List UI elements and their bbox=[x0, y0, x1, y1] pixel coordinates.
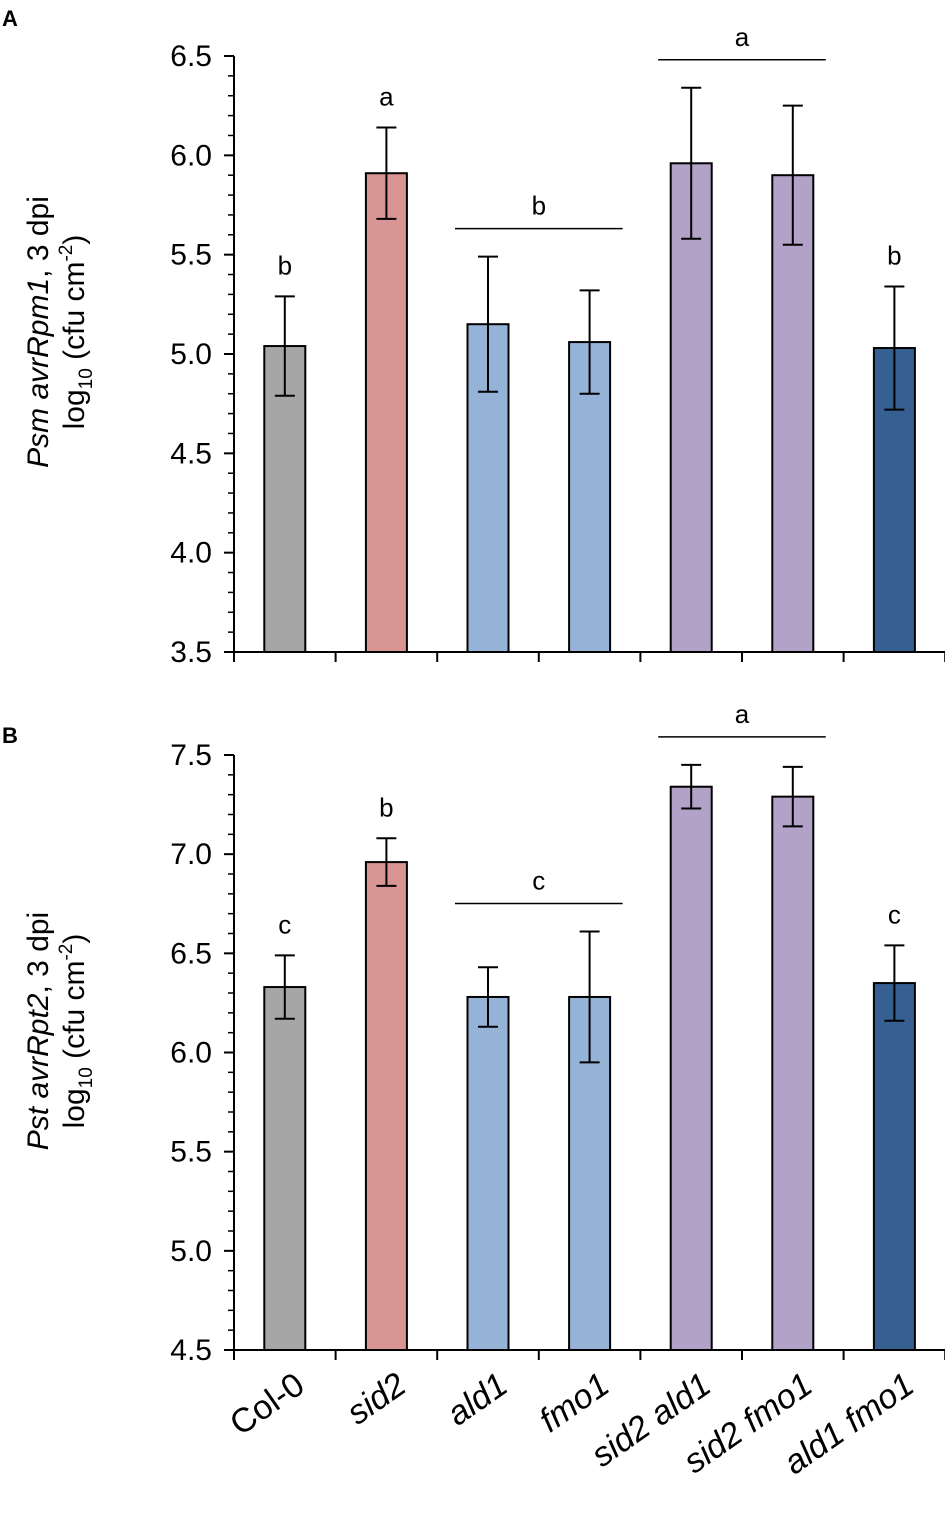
bar-b-1 bbox=[263, 986, 307, 1351]
error-bar-a-6 bbox=[782, 104, 803, 246]
bar-a-5 bbox=[669, 162, 713, 653]
y-axis-title-a-italic: Psm avrRpm1 bbox=[22, 278, 55, 468]
category-label-1: Col-0 bbox=[223, 1365, 311, 1443]
error-bar-a-4 bbox=[579, 289, 600, 395]
y-tick-label: 7.5 bbox=[170, 739, 212, 772]
category-label-4: fmo1 bbox=[532, 1365, 616, 1439]
y-tick-label: 4.5 bbox=[170, 1334, 212, 1367]
bar-b-7 bbox=[872, 982, 916, 1351]
y-axis-title-b-plain: , 3 dpi bbox=[22, 912, 55, 994]
significance-label-a-2: a bbox=[379, 82, 394, 112]
panel-b: B Pst avrRpt2, 3 dpi log10 (cfu cm-2) 4.… bbox=[2, 699, 945, 1367]
y-tick-label: 4.0 bbox=[170, 537, 212, 570]
error-bar-a-2 bbox=[376, 126, 397, 220]
units-a-pre: log bbox=[58, 389, 91, 429]
bar-b-2 bbox=[364, 861, 408, 1351]
error-bar-b-1 bbox=[274, 954, 295, 1020]
y-tick-label: 5.0 bbox=[170, 1235, 212, 1268]
units-b-sub: 10 bbox=[76, 1067, 97, 1088]
y-tick-label: 6.5 bbox=[170, 937, 212, 970]
units-b-sup: -2 bbox=[56, 944, 77, 961]
units-b-mid: (cfu cm bbox=[58, 961, 91, 1068]
y-axis-title-a-plain: , 3 dpi bbox=[22, 196, 55, 278]
bar-b-6 bbox=[771, 795, 815, 1351]
y-tick-label: 6.5 bbox=[170, 40, 212, 73]
significance-label-b-2: b bbox=[379, 792, 393, 822]
significance-label-a-3: b bbox=[532, 191, 546, 221]
error-bar-b-5 bbox=[681, 763, 702, 810]
error-bar-b-3 bbox=[478, 966, 498, 1028]
category-label-3: ald1 bbox=[440, 1365, 514, 1433]
y-tick-label: 6.0 bbox=[170, 1037, 212, 1070]
units-b-pre: log bbox=[58, 1088, 91, 1128]
panel-letter-b: B bbox=[2, 723, 18, 748]
y-tick-label: 3.5 bbox=[170, 636, 212, 669]
y-axis-units-b: log10 (cfu cm-2) bbox=[56, 934, 97, 1129]
error-bar-a-1 bbox=[274, 295, 295, 397]
units-a-post: ) bbox=[58, 235, 91, 245]
y-axis-title-b-italic: Pst avrRpt2 bbox=[22, 993, 55, 1150]
bar-a-6 bbox=[771, 174, 815, 653]
y-tick-label: 7.0 bbox=[170, 838, 212, 871]
error-bar-a-7 bbox=[884, 285, 905, 411]
panel-letter-a: A bbox=[2, 6, 18, 31]
y-axis-title-b: Pst avrRpt2, 3 dpi bbox=[22, 912, 55, 1150]
units-a-mid: (cfu cm bbox=[58, 262, 91, 369]
category-label-2: sid2 bbox=[340, 1365, 413, 1432]
y-tick-label: 5.5 bbox=[170, 239, 212, 272]
significance-label-a-5: b bbox=[887, 240, 901, 270]
y-tick-label: 5.0 bbox=[170, 338, 212, 371]
bar-b-5 bbox=[669, 785, 713, 1351]
units-a-sub: 10 bbox=[76, 368, 97, 389]
significance-label-a-1: b bbox=[278, 250, 292, 280]
panel-a: A Psm avrRpm1, 3 dpi log10 (cfu cm-2) 3.… bbox=[2, 6, 945, 669]
y-axis-units-a: log10 (cfu cm-2) bbox=[56, 235, 97, 430]
y-axis-title-a: Psm avrRpm1, 3 dpi bbox=[22, 196, 55, 468]
y-tick-label: 6.0 bbox=[170, 139, 212, 172]
error-bar-b-2 bbox=[376, 837, 397, 887]
units-a-sup: -2 bbox=[56, 245, 77, 262]
y-tick-label: 5.5 bbox=[170, 1136, 212, 1169]
units-b-post: ) bbox=[58, 934, 91, 944]
error-bar-a-5 bbox=[681, 86, 702, 240]
significance-label-a-4: a bbox=[735, 22, 750, 52]
bar-a-1 bbox=[263, 345, 307, 653]
significance-label-b-1: c bbox=[278, 909, 291, 939]
significance-label-b-5: c bbox=[888, 899, 901, 929]
y-tick-label: 4.5 bbox=[170, 437, 212, 470]
bar-a-2 bbox=[364, 172, 408, 653]
error-bar-b-4 bbox=[579, 930, 600, 1064]
significance-label-b-3: c bbox=[532, 866, 545, 896]
error-bar-b-7 bbox=[884, 944, 905, 1022]
error-bar-b-6 bbox=[782, 765, 803, 828]
significance-label-b-4: a bbox=[735, 699, 750, 729]
error-bar-a-3 bbox=[478, 255, 498, 393]
bar-b-3 bbox=[466, 995, 510, 1351]
